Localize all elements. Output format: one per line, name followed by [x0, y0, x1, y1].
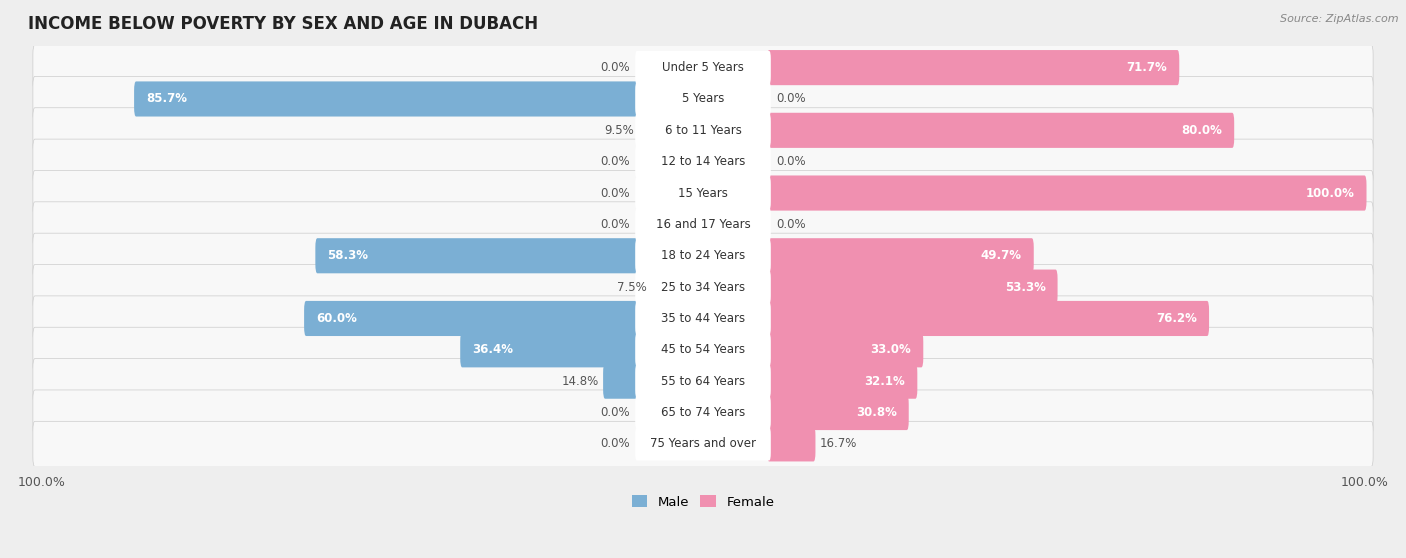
- Text: 16 and 17 Years: 16 and 17 Years: [655, 218, 751, 231]
- FancyBboxPatch shape: [32, 139, 1374, 184]
- FancyBboxPatch shape: [636, 427, 770, 460]
- Text: 0.0%: 0.0%: [600, 218, 630, 231]
- Text: Source: ZipAtlas.com: Source: ZipAtlas.com: [1281, 14, 1399, 24]
- FancyBboxPatch shape: [603, 364, 638, 399]
- FancyBboxPatch shape: [636, 302, 770, 335]
- Text: INCOME BELOW POVERTY BY SEX AND AGE IN DUBACH: INCOME BELOW POVERTY BY SEX AND AGE IN D…: [28, 15, 538, 33]
- Text: 25 to 34 Years: 25 to 34 Years: [661, 281, 745, 294]
- Text: 36.4%: 36.4%: [472, 343, 513, 357]
- Text: 32.1%: 32.1%: [865, 374, 905, 388]
- FancyBboxPatch shape: [32, 296, 1374, 341]
- FancyBboxPatch shape: [636, 239, 770, 272]
- FancyBboxPatch shape: [768, 332, 924, 367]
- Text: 0.0%: 0.0%: [776, 93, 806, 105]
- Text: 80.0%: 80.0%: [1181, 124, 1222, 137]
- FancyBboxPatch shape: [32, 45, 1374, 90]
- Text: 0.0%: 0.0%: [776, 155, 806, 168]
- FancyBboxPatch shape: [32, 76, 1374, 122]
- Text: 18 to 24 Years: 18 to 24 Years: [661, 249, 745, 262]
- Text: 0.0%: 0.0%: [600, 406, 630, 419]
- FancyBboxPatch shape: [768, 301, 1209, 336]
- Text: 49.7%: 49.7%: [981, 249, 1022, 262]
- Text: 35 to 44 Years: 35 to 44 Years: [661, 312, 745, 325]
- FancyBboxPatch shape: [32, 233, 1374, 278]
- FancyBboxPatch shape: [768, 395, 908, 430]
- FancyBboxPatch shape: [32, 202, 1374, 247]
- FancyBboxPatch shape: [32, 108, 1374, 153]
- Text: 60.0%: 60.0%: [316, 312, 357, 325]
- Text: 14.8%: 14.8%: [561, 374, 599, 388]
- FancyBboxPatch shape: [651, 270, 704, 305]
- Text: 6 to 11 Years: 6 to 11 Years: [665, 124, 741, 137]
- FancyBboxPatch shape: [315, 238, 638, 273]
- FancyBboxPatch shape: [134, 81, 638, 117]
- Text: 0.0%: 0.0%: [600, 155, 630, 168]
- FancyBboxPatch shape: [32, 421, 1374, 466]
- FancyBboxPatch shape: [768, 175, 1367, 210]
- FancyBboxPatch shape: [768, 50, 1180, 85]
- FancyBboxPatch shape: [638, 113, 704, 148]
- FancyBboxPatch shape: [32, 390, 1374, 435]
- Text: 55 to 64 Years: 55 to 64 Years: [661, 374, 745, 388]
- Text: Under 5 Years: Under 5 Years: [662, 61, 744, 74]
- Text: 58.3%: 58.3%: [328, 249, 368, 262]
- Text: 45 to 54 Years: 45 to 54 Years: [661, 343, 745, 357]
- FancyBboxPatch shape: [636, 396, 770, 429]
- Text: 0.0%: 0.0%: [600, 186, 630, 200]
- FancyBboxPatch shape: [636, 208, 770, 241]
- Text: 16.7%: 16.7%: [820, 437, 858, 450]
- FancyBboxPatch shape: [32, 327, 1374, 372]
- FancyBboxPatch shape: [768, 426, 815, 461]
- FancyBboxPatch shape: [636, 176, 770, 210]
- Text: 0.0%: 0.0%: [600, 437, 630, 450]
- Text: 85.7%: 85.7%: [146, 93, 187, 105]
- Text: 100.0%: 100.0%: [1306, 186, 1354, 200]
- Text: 15 Years: 15 Years: [678, 186, 728, 200]
- Text: 53.3%: 53.3%: [1005, 281, 1046, 294]
- Text: 76.2%: 76.2%: [1156, 312, 1197, 325]
- FancyBboxPatch shape: [32, 264, 1374, 310]
- Text: 75 Years and over: 75 Years and over: [650, 437, 756, 450]
- FancyBboxPatch shape: [636, 271, 770, 304]
- FancyBboxPatch shape: [460, 332, 638, 367]
- FancyBboxPatch shape: [32, 170, 1374, 215]
- FancyBboxPatch shape: [636, 145, 770, 179]
- Text: 12 to 14 Years: 12 to 14 Years: [661, 155, 745, 168]
- Text: 33.0%: 33.0%: [870, 343, 911, 357]
- FancyBboxPatch shape: [636, 114, 770, 147]
- FancyBboxPatch shape: [768, 113, 1234, 148]
- Text: 5 Years: 5 Years: [682, 93, 724, 105]
- Text: 0.0%: 0.0%: [776, 218, 806, 231]
- Text: 30.8%: 30.8%: [856, 406, 897, 419]
- FancyBboxPatch shape: [636, 364, 770, 398]
- Text: 0.0%: 0.0%: [600, 61, 630, 74]
- Text: 65 to 74 Years: 65 to 74 Years: [661, 406, 745, 419]
- FancyBboxPatch shape: [768, 238, 1033, 273]
- Text: 7.5%: 7.5%: [617, 281, 647, 294]
- FancyBboxPatch shape: [636, 83, 770, 116]
- FancyBboxPatch shape: [768, 270, 1057, 305]
- Legend: Male, Female: Male, Female: [626, 490, 780, 514]
- Text: 9.5%: 9.5%: [603, 124, 634, 137]
- FancyBboxPatch shape: [304, 301, 638, 336]
- Text: 71.7%: 71.7%: [1126, 61, 1167, 74]
- FancyBboxPatch shape: [636, 333, 770, 367]
- FancyBboxPatch shape: [636, 51, 770, 84]
- FancyBboxPatch shape: [32, 359, 1374, 404]
- FancyBboxPatch shape: [768, 364, 917, 399]
